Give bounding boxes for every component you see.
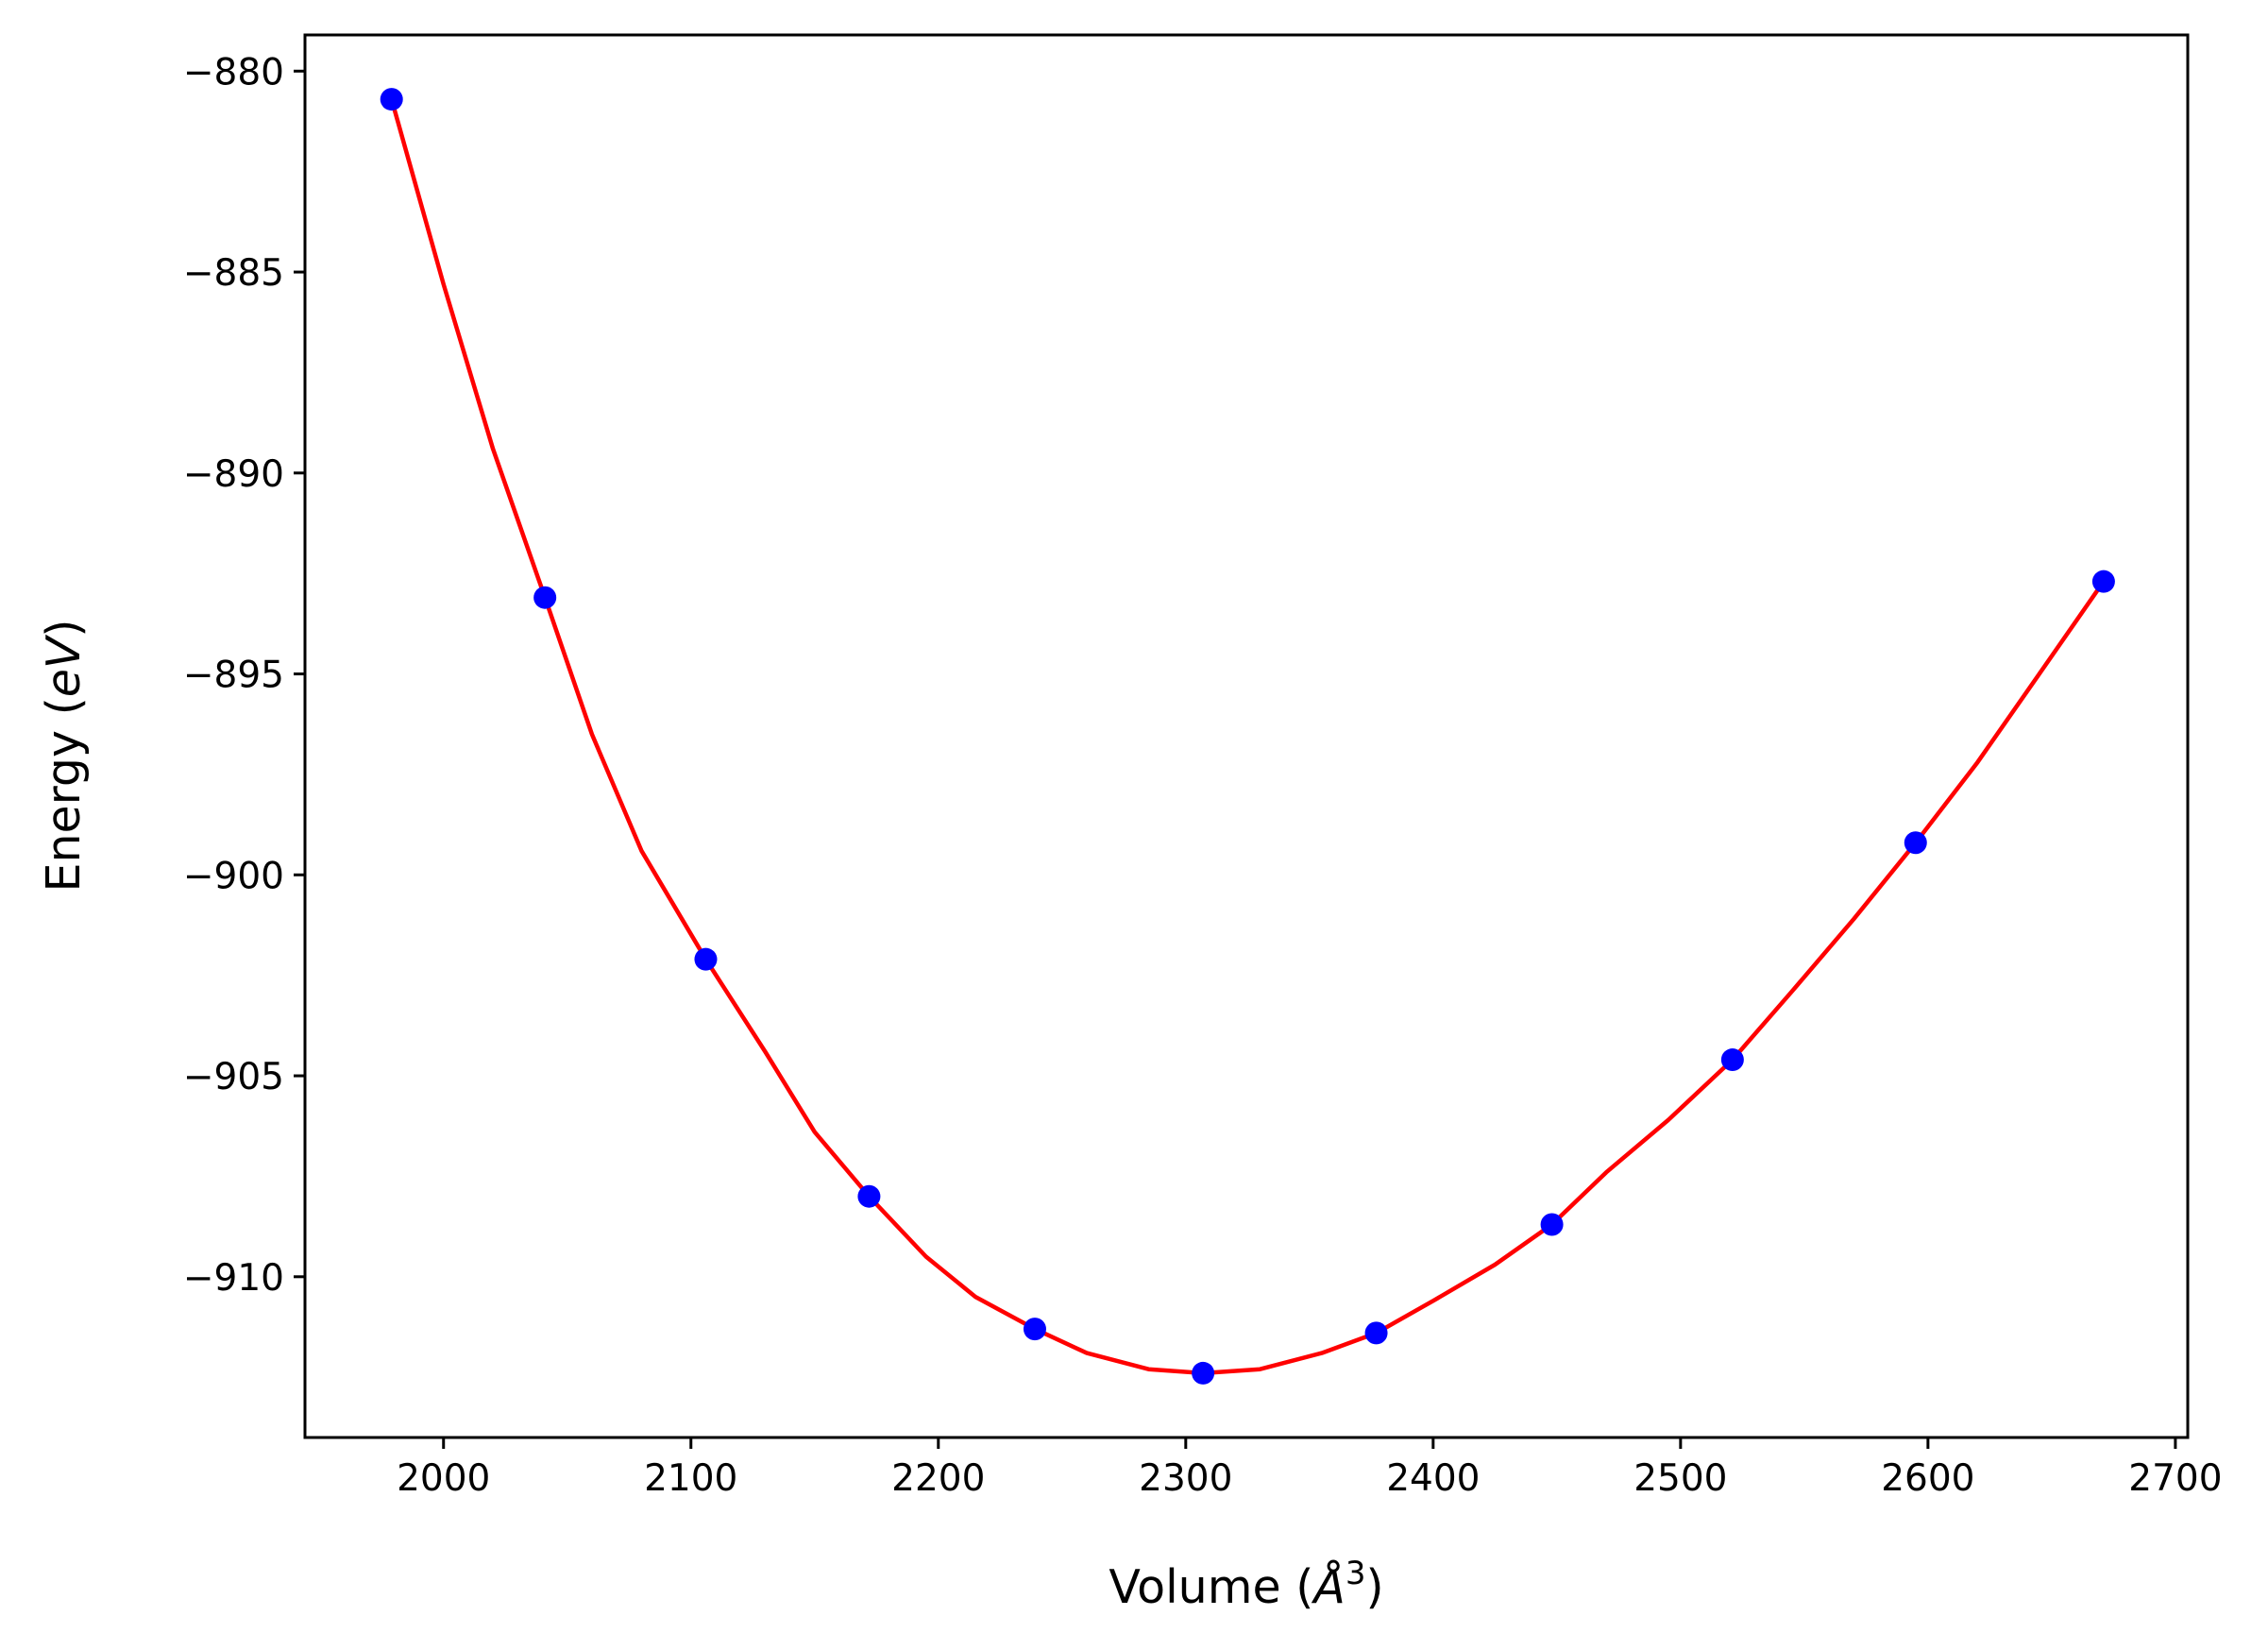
data-point: [1023, 1318, 1046, 1341]
y-tick-label: −890: [183, 453, 284, 496]
data-point: [533, 586, 557, 609]
y-tick-label: −885: [183, 252, 284, 295]
x-tick-label: 2700: [2128, 1457, 2222, 1500]
data-point: [1192, 1361, 1215, 1385]
data-point: [857, 1184, 881, 1208]
plot-area: [380, 88, 2115, 1385]
axis-ticks: 2000 2100 2200 2300 2400 2500 2600 2700 −880 −885…: [183, 51, 2223, 1500]
x-tick-label: 2000: [397, 1457, 490, 1500]
y-axis-label: Energy (eV): [37, 619, 91, 892]
y-tick-label: −905: [183, 1056, 284, 1098]
data-point: [380, 88, 403, 111]
axes-frame: [303, 33, 2190, 1439]
data-point: [1540, 1213, 1564, 1236]
x-tick-label: 2600: [1881, 1457, 1974, 1500]
data-point: [1720, 1048, 1744, 1072]
y-tick-label: −880: [183, 51, 284, 94]
x-tick-label: 2400: [1386, 1457, 1480, 1500]
data-point: [1364, 1321, 1388, 1345]
x-tick-label: 2100: [644, 1457, 737, 1500]
data-point: [2091, 570, 2115, 593]
x-tick-label: 2300: [1139, 1457, 1232, 1500]
y-tick-label: −895: [183, 655, 284, 697]
x-tick-label: 2200: [891, 1457, 985, 1500]
data-point: [694, 947, 718, 971]
data-point: [1904, 831, 1927, 855]
x-axis-label: Volume (Å3): [1109, 1555, 1383, 1614]
x-tick-label: 2500: [1633, 1457, 1727, 1500]
y-tick-label: −900: [183, 855, 284, 897]
y-tick-label: −910: [183, 1257, 284, 1300]
